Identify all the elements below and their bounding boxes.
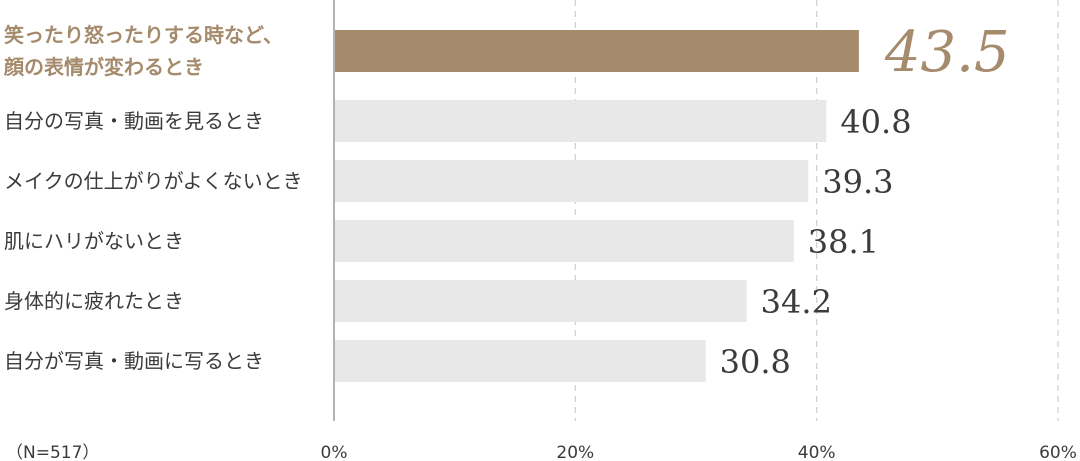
bar-5 <box>335 340 706 382</box>
category-label-0-line-0: 笑ったり怒ったりする時など、 <box>4 23 283 47</box>
bar-0 <box>335 30 859 72</box>
bar-1 <box>335 100 827 142</box>
category-label-1: 自分の写真・動画を見るとき <box>4 109 264 133</box>
sample-size-note: （N=517） <box>6 443 99 461</box>
bar-4 <box>335 280 747 322</box>
bar-3 <box>335 220 794 262</box>
category-label-4: 身体的に疲れたとき <box>4 289 184 313</box>
value-label-3: 38.1 <box>808 223 879 261</box>
category-label-5: 自分が写真・動画に写るとき <box>4 349 264 373</box>
x-tick-label-20: 20% <box>556 443 594 461</box>
ticks-layer: 0% 20% 40% 60% <box>321 443 1077 461</box>
category-label-2: メイクの仕上がりがよくないとき <box>4 169 303 193</box>
bar-2 <box>335 160 809 202</box>
value-label-4: 34.2 <box>761 283 832 321</box>
value-label-2: 39.3 <box>822 163 893 201</box>
labels-layer: 笑ったり怒ったりする時など、顔の表情が変わるとき 43.5 自分の写真・動画を見ると… <box>3 20 1010 381</box>
category-label-0-line-1: 顔の表情が変わるとき <box>3 55 204 79</box>
x-tick-label-40: 40% <box>798 443 836 461</box>
value-label-1: 40.8 <box>840 103 911 141</box>
bars-layer <box>335 30 859 382</box>
category-label-3: 肌にハリがないとき <box>4 229 184 253</box>
x-tick-label-0: 0% <box>321 443 348 461</box>
value-label-5: 30.8 <box>720 343 791 381</box>
value-label-0: 43.5 <box>884 20 1010 85</box>
x-tick-label-60: 60% <box>1039 443 1077 461</box>
